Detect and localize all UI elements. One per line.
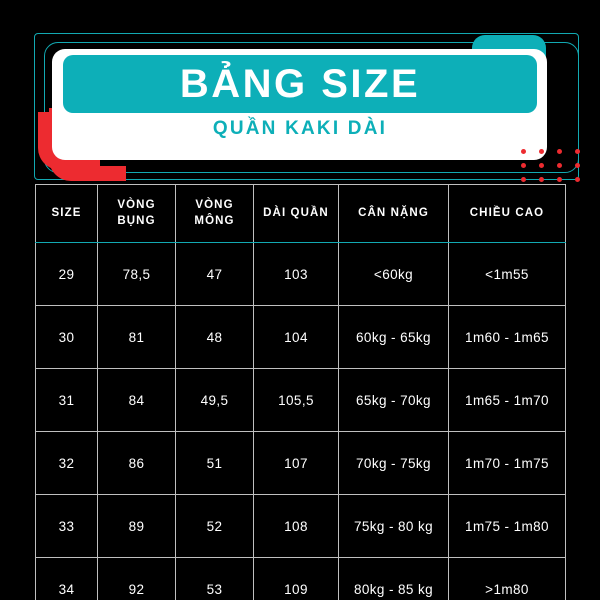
cell-can-nang: 75kg - 80 kg — [338, 494, 449, 558]
table-row: 29 78,5 47 103 <60kg <1m55 — [35, 242, 566, 306]
cell-vong-bung: 84 — [97, 368, 176, 432]
dot — [539, 163, 544, 168]
red-dot-grid-icon — [521, 149, 593, 191]
cell-vong-mong: 47 — [175, 242, 254, 306]
cell-chieu-cao: <1m55 — [448, 242, 566, 306]
cell-vong-bung: 81 — [97, 305, 176, 369]
cell-can-nang: 80kg - 85 kg — [338, 557, 449, 600]
column-header-vong-mong: VÒNG MÔNG — [175, 184, 254, 243]
cell-size: 29 — [35, 242, 98, 306]
column-header-size: SIZE — [35, 184, 98, 243]
page-title: BẢNG SIZE — [179, 62, 421, 106]
header-line: VÒNG — [117, 198, 156, 211]
cell-vong-bung: 92 — [97, 557, 176, 600]
column-header-chieu-cao: CHIỀU CAO — [448, 184, 566, 243]
cell-vong-mong: 48 — [175, 305, 254, 369]
cell-chieu-cao: 1m65 - 1m70 — [448, 368, 566, 432]
header-line: DÀI QUẦN — [263, 206, 329, 219]
cell-size: 33 — [35, 494, 98, 558]
dot — [575, 177, 580, 182]
table-body: 29 78,5 47 103 <60kg <1m55 30 81 48 104 … — [35, 242, 566, 600]
cell-vong-bung: 78,5 — [97, 242, 176, 306]
table-row: 33 89 52 108 75kg - 80 kg 1m75 - 1m80 — [35, 494, 566, 558]
table-row: 34 92 53 109 80kg - 85 kg >1m80 — [35, 557, 566, 600]
cell-dai-quan: 103 — [253, 242, 339, 306]
dot — [539, 177, 544, 182]
cell-chieu-cao: >1m80 — [448, 557, 566, 600]
cell-size: 32 — [35, 431, 98, 495]
cell-vong-bung: 86 — [97, 431, 176, 495]
dot — [575, 149, 580, 154]
cell-size: 31 — [35, 368, 98, 432]
cell-can-nang: <60kg — [338, 242, 449, 306]
table-header: SIZE VÒNG BỤNG VÒNG MÔNG DÀI QUẦN CÂN NẶ… — [35, 184, 566, 243]
cell-can-nang: 70kg - 75kg — [338, 431, 449, 495]
header-line: BỤNG — [117, 214, 156, 227]
table-row: 31 84 49,5 105,5 65kg - 70kg 1m65 - 1m70 — [35, 368, 566, 432]
dot — [521, 163, 526, 168]
cell-dai-quan: 105,5 — [253, 368, 339, 432]
column-header-vong-bung: VÒNG BỤNG — [97, 184, 176, 243]
page-subtitle: QUẦN KAKI DÀI — [212, 118, 388, 139]
dot — [521, 149, 526, 154]
table-row: 30 81 48 104 60kg - 65kg 1m60 - 1m65 — [35, 305, 566, 369]
cell-chieu-cao: 1m75 - 1m80 — [448, 494, 566, 558]
cell-dai-quan: 107 — [253, 431, 339, 495]
cell-vong-mong: 51 — [175, 431, 254, 495]
cell-size: 30 — [35, 305, 98, 369]
title-bar: BẢNG SIZE — [63, 55, 537, 113]
dot — [575, 163, 580, 168]
cell-dai-quan: 104 — [253, 305, 339, 369]
header-line: SIZE — [51, 206, 82, 219]
header-line: VÒNG — [195, 198, 234, 211]
dot — [557, 163, 562, 168]
cell-can-nang: 60kg - 65kg — [338, 305, 449, 369]
cell-vong-mong: 53 — [175, 557, 254, 600]
table-row: 32 86 51 107 70kg - 75kg 1m70 - 1m75 — [35, 431, 566, 495]
cell-vong-mong: 49,5 — [175, 368, 254, 432]
column-header-can-nang: CÂN NẶNG — [338, 184, 449, 243]
dot — [557, 149, 562, 154]
header-line: CHIỀU CAO — [469, 206, 545, 219]
column-header-dai-quan: DÀI QUẦN — [253, 184, 339, 243]
cell-dai-quan: 108 — [253, 494, 339, 558]
cell-can-nang: 65kg - 70kg — [338, 368, 449, 432]
size-table: SIZE VÒNG BỤNG VÒNG MÔNG DÀI QUẦN CÂN NẶ… — [35, 184, 566, 600]
banner-header: BẢNG SIZE QUẦN KAKI DÀI — [0, 0, 600, 185]
cell-vong-mong: 52 — [175, 494, 254, 558]
cell-chieu-cao: 1m70 - 1m75 — [448, 431, 566, 495]
decorative-inner-frame — [44, 42, 579, 173]
table-header-row: SIZE VÒNG BỤNG VÒNG MÔNG DÀI QUẦN CÂN NẶ… — [35, 184, 566, 243]
cell-chieu-cao: 1m60 - 1m65 — [448, 305, 566, 369]
dot — [557, 177, 562, 182]
dot — [521, 177, 526, 182]
cell-dai-quan: 109 — [253, 557, 339, 600]
dot — [539, 149, 544, 154]
cell-vong-bung: 89 — [97, 494, 176, 558]
header-line: CÂN NẶNG — [358, 206, 429, 219]
cell-size: 34 — [35, 557, 98, 600]
header-line: MÔNG — [194, 214, 235, 227]
